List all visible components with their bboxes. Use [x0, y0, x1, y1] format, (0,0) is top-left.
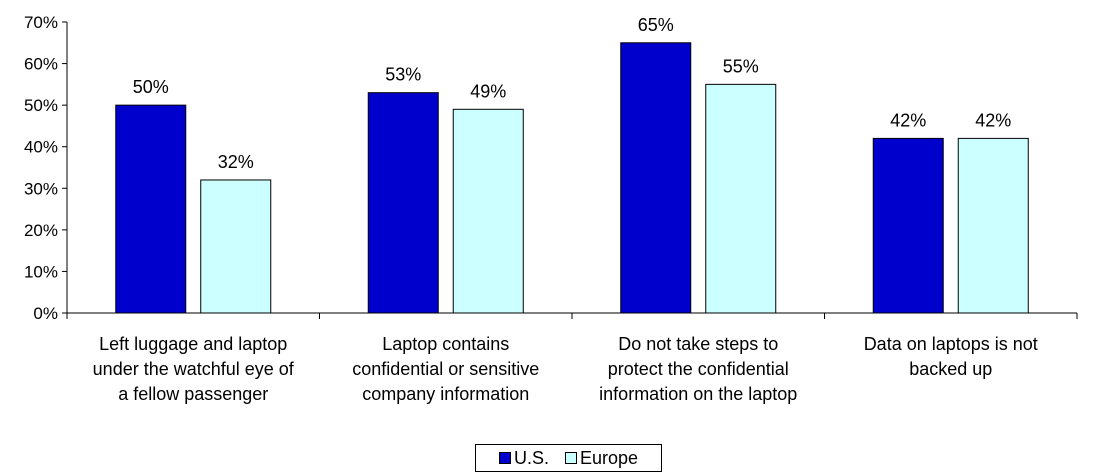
y-tick-label: 10% [24, 262, 58, 281]
y-tick-label: 0% [33, 304, 58, 323]
y-tick-label: 20% [24, 221, 58, 240]
bar-europe-1 [452, 108, 524, 314]
y-tick-label: 30% [24, 179, 58, 198]
legend: U.S. Europe [475, 444, 662, 472]
bar-us-3 [872, 137, 944, 314]
legend-item-us: U.S. [498, 447, 549, 469]
x-category-label: Left luggage and laptop under the watchfu… [93, 334, 295, 404]
y-tick-label: 40% [24, 138, 58, 157]
bar-us-2 [620, 42, 692, 314]
data-labels: 50% 32% 53% 49% 65% 55% 42% 42% [133, 15, 1012, 172]
legend-swatch-us [498, 452, 511, 464]
bar-europe-3 [957, 137, 1029, 314]
y-tick-label: 60% [24, 55, 58, 74]
bar-us-0 [115, 104, 187, 314]
y-tick-label: 70% [24, 13, 58, 32]
legend-item-europe: Europe [564, 447, 639, 469]
x-category-label: Data on laptops is not backed up [864, 334, 1038, 379]
bar-us-1 [367, 92, 439, 314]
data-label: 32% [218, 152, 254, 172]
bar-chart: 0% 10% 20% 30% 40% 50% 60% 70% Left luggage and … [24, 13, 1078, 404]
x-category-label: Do not take steps to protect the confiden… [599, 334, 797, 404]
y-tick-label: 50% [24, 96, 58, 115]
data-label: 42% [890, 110, 926, 130]
data-label: 55% [723, 56, 759, 76]
axes: 0% 10% 20% 30% 40% 50% 60% 70% Left luggage and … [24, 13, 1078, 404]
legend-label-europe: Europe [579, 447, 639, 468]
legend-label-us: U.S. [513, 447, 549, 468]
bar-europe-0 [200, 179, 272, 314]
x-category-label: Laptop contains confidential or sensitive… [352, 334, 539, 404]
data-label: 49% [470, 81, 506, 101]
data-label: 53% [385, 65, 421, 85]
legend-swatch-europe [564, 452, 577, 464]
data-label: 50% [133, 77, 169, 97]
data-label: 42% [975, 110, 1011, 130]
bars [115, 42, 1029, 314]
bar-europe-2 [705, 83, 777, 314]
data-label: 65% [638, 15, 674, 35]
